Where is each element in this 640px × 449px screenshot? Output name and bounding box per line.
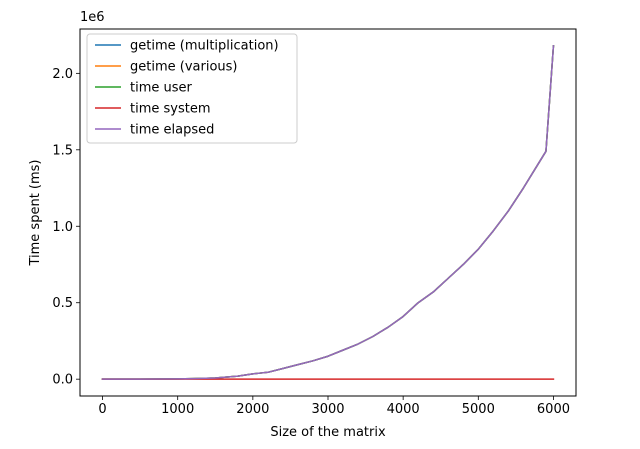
- y-axis: 0.0 0.5 1.0 1.5 2.0: [52, 67, 80, 388]
- x-tick-label: 4000: [387, 402, 420, 417]
- x-tick-label: 3000: [311, 402, 344, 417]
- legend-entry: getime (multiplication): [95, 39, 279, 54]
- legend: getime (multiplication) getime (various) t…: [86, 33, 298, 144]
- y-offset-label: 1e6: [80, 10, 105, 25]
- y-tick-label: 0.0: [52, 373, 73, 388]
- legend-entry: time user: [95, 81, 193, 96]
- y-tick-label: 0.5: [52, 296, 73, 311]
- y-tick-label: 1.5: [52, 143, 73, 158]
- legend-label: getime (multiplication): [130, 39, 279, 54]
- y-tick-label: 1.0: [52, 220, 73, 235]
- series-layer: [101, 45, 555, 380]
- legend-label: getime (various): [130, 60, 237, 75]
- legend-label: time user: [130, 81, 193, 96]
- x-tick-label: 6000: [537, 402, 570, 417]
- x-tick-label: 5000: [462, 402, 495, 417]
- x-tick-label: 1000: [161, 402, 194, 417]
- x-axis-label: Size of the matrix: [270, 425, 386, 440]
- series-line-time-elapsed: [101, 45, 555, 380]
- y-tick-label: 2.0: [52, 67, 73, 82]
- legend-entry: getime (various): [95, 60, 237, 75]
- x-tick-label: 2000: [236, 402, 269, 417]
- x-tick-label: 0: [98, 402, 106, 417]
- legend-box: [86, 33, 298, 144]
- legend-entry: time system: [95, 102, 211, 117]
- legend-label: time system: [130, 102, 211, 117]
- x-axis: 0 1000 2000 3000 4000 5000 6000: [98, 396, 570, 417]
- y-axis-label: Time spent (ms): [28, 159, 43, 266]
- legend-label: time elapsed: [130, 123, 214, 138]
- legend-entry: time elapsed: [95, 123, 214, 138]
